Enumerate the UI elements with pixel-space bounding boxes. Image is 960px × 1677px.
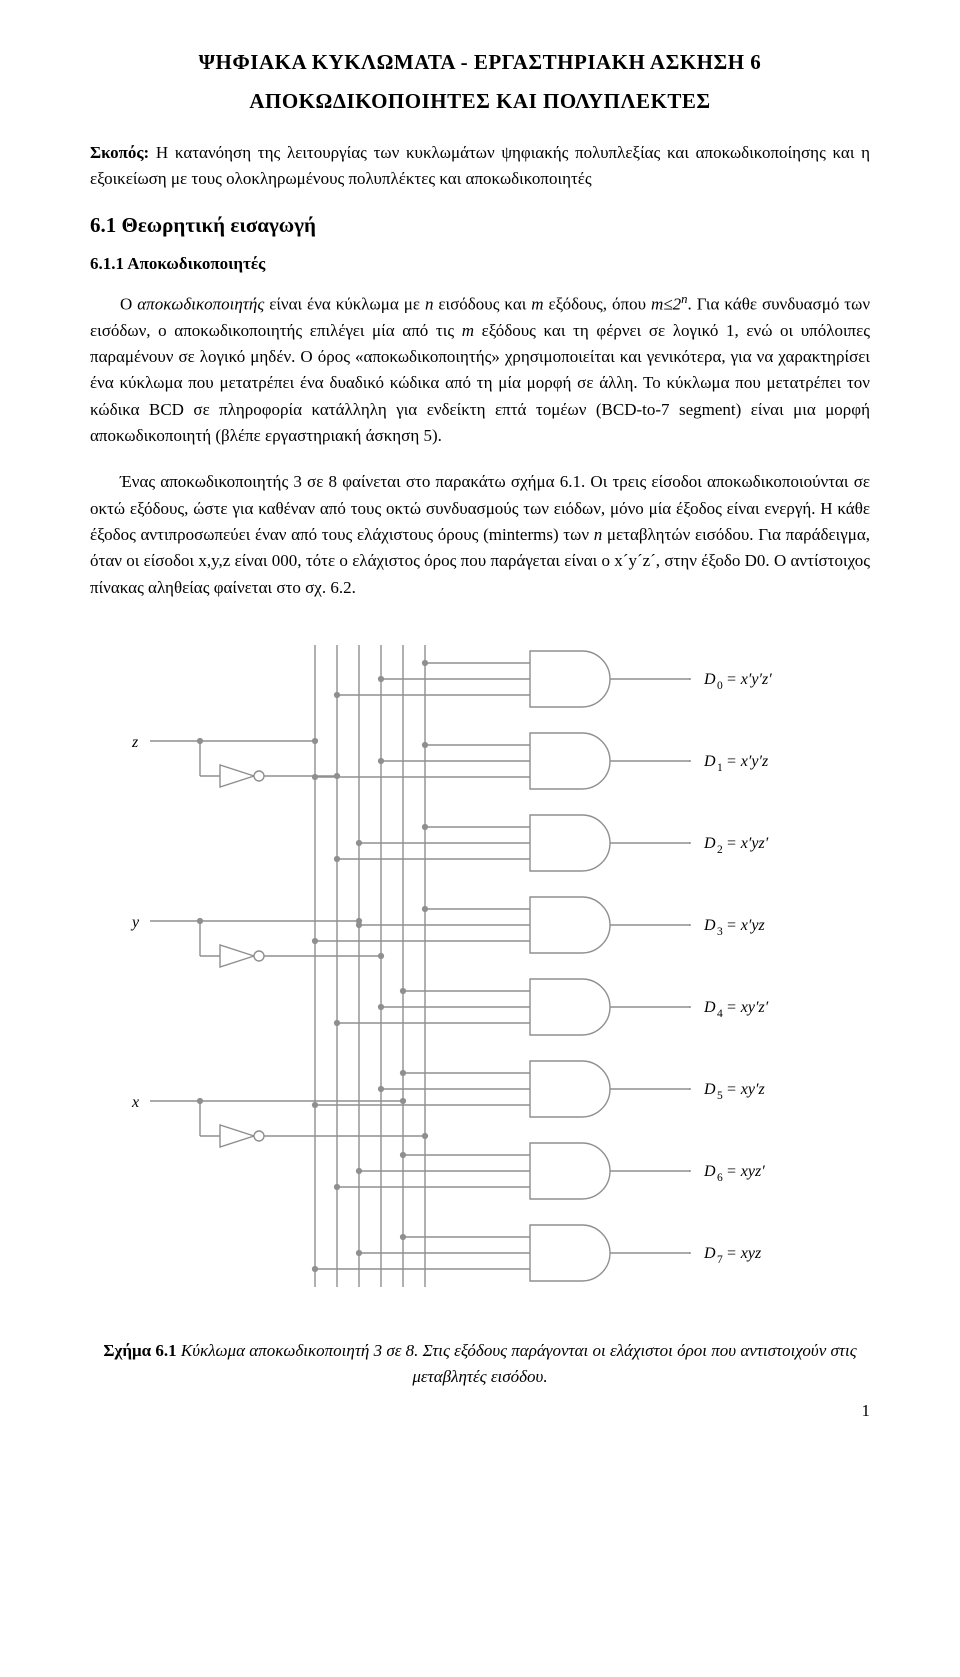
figure-6-1: zyxD0 = x′y′z′D1 = x′y′zD2 = x′yz′D3 = x… [90, 621, 870, 1326]
svg-text:D: D [703, 1081, 716, 1098]
svg-text:6: 6 [717, 1172, 723, 1184]
svg-text:7: 7 [717, 1254, 723, 1266]
svg-text:3: 3 [717, 926, 723, 938]
svg-text:0: 0 [717, 680, 723, 692]
svg-text:= xy′z: = xy′z [726, 1081, 766, 1098]
p1-two: 2 [673, 294, 682, 313]
svg-text:D: D [703, 917, 716, 934]
p1-m3: m [462, 321, 474, 340]
svg-text:5: 5 [717, 1090, 723, 1102]
paragraph-body-2: Ένας αποκωδικοποιητής 3 σε 8 φαίνεται στ… [90, 469, 870, 601]
p1-mid1: είναι ένα κύκλωμα με [264, 294, 425, 313]
doc-title-line2: ΑΠΟΚΩΔΙΚΟΠΟΙΗΤΕΣ ΚΑΙ ΠΟΛΥΠΛΕΚΤΕΣ [90, 89, 870, 114]
svg-text:1: 1 [717, 762, 723, 774]
p2-n: n [594, 525, 603, 544]
p1-mid3: εξόδους, όπου [544, 294, 651, 313]
p1-le: ≤ [663, 294, 672, 313]
subsection-heading: 6.1.1 Αποκωδικοποιητές [90, 254, 870, 274]
svg-text:= xyz′: = xyz′ [726, 1163, 765, 1180]
caption-bold: Σχήμα 6.1 [103, 1341, 176, 1360]
skopos-text: Η κατανόηση της λειτουργίας των κυκλωμάτ… [90, 143, 870, 188]
svg-text:= x′yz: = x′yz [726, 917, 766, 934]
p1-lead: Ο [120, 294, 137, 313]
svg-text:D: D [703, 671, 716, 688]
svg-text:D: D [703, 1163, 716, 1180]
svg-text:x: x [131, 1094, 139, 1111]
svg-text:D: D [703, 835, 716, 852]
page-number: 1 [90, 1401, 870, 1421]
paragraph-skopos: Σκοπός: Η κατανόηση της λειτουργίας των … [90, 140, 870, 193]
caption-text: Κύκλωμα αποκωδικοποιητή 3 σε 8. Στις εξό… [177, 1341, 857, 1386]
svg-text:y: y [130, 914, 140, 931]
svg-text:= xyz: = xyz [726, 1245, 762, 1262]
svg-text:= xy′z′: = xy′z′ [726, 999, 769, 1016]
svg-text:D: D [703, 1245, 716, 1262]
svg-text:= x′y′z: = x′y′z [726, 753, 769, 770]
p1-m2: m [651, 294, 663, 313]
section-heading: 6.1 Θεωρητική εισαγωγή [90, 213, 870, 238]
svg-text:= x′yz′: = x′yz′ [726, 835, 769, 852]
svg-text:4: 4 [717, 1008, 723, 1020]
svg-text:D: D [703, 999, 716, 1016]
p1-mid2: εισόδους και [433, 294, 531, 313]
page-root: ΨΗΦΙΑΚΑ ΚΥΚΛΩΜΑΤΑ - ΕΡΓΑΣΤΗΡΙΑΚΗ ΑΣΚΗΣΗ … [0, 0, 960, 1461]
svg-text:= x′y′z′: = x′y′z′ [726, 671, 772, 688]
svg-text:z: z [131, 734, 139, 751]
paragraph-body-1: Ο αποκωδικοποιητής είναι ένα κύκλωμα με … [90, 290, 870, 450]
svg-text:D: D [703, 753, 716, 770]
decoder-circuit-svg: zyxD0 = x′y′z′D1 = x′y′zD2 = x′yz′D3 = x… [90, 621, 870, 1321]
figure-caption: Σχήμα 6.1 Κύκλωμα αποκωδικοποιητή 3 σε 8… [90, 1338, 870, 1389]
svg-text:2: 2 [717, 844, 723, 856]
p1-m1: m [531, 294, 543, 313]
skopos-label: Σκοπός: [90, 143, 149, 162]
p1-term: αποκωδικοποιητής [137, 294, 264, 313]
doc-title-line1: ΨΗΦΙΑΚΑ ΚΥΚΛΩΜΑΤΑ - ΕΡΓΑΣΤΗΡΙΑΚΗ ΑΣΚΗΣΗ … [90, 50, 870, 75]
